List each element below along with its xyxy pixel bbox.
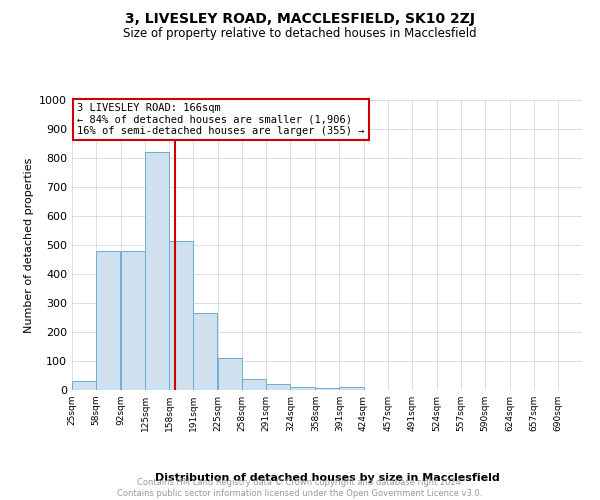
X-axis label: Distribution of detached houses by size in Macclesfield: Distribution of detached houses by size …	[155, 473, 499, 483]
Text: Contains HM Land Registry data © Crown copyright and database right 2024.
Contai: Contains HM Land Registry data © Crown c…	[118, 478, 482, 498]
Bar	[169, 240, 193, 390]
Text: 3 LIVESLEY ROAD: 166sqm
← 84% of detached houses are smaller (1,906)
16% of semi: 3 LIVESLEY ROAD: 166sqm ← 84% of detache…	[77, 103, 365, 136]
Bar	[242, 380, 266, 390]
Text: Size of property relative to detached houses in Macclesfield: Size of property relative to detached ho…	[123, 28, 477, 40]
Bar	[72, 382, 96, 390]
Bar	[316, 388, 340, 390]
Bar	[266, 384, 290, 390]
Bar	[145, 152, 169, 390]
Bar	[290, 386, 314, 390]
Y-axis label: Number of detached properties: Number of detached properties	[23, 158, 34, 332]
Bar	[218, 358, 242, 390]
Bar	[96, 251, 120, 390]
Bar	[340, 387, 364, 390]
Bar	[121, 251, 145, 390]
Bar	[193, 313, 217, 390]
Text: 3, LIVESLEY ROAD, MACCLESFIELD, SK10 2ZJ: 3, LIVESLEY ROAD, MACCLESFIELD, SK10 2ZJ	[125, 12, 475, 26]
